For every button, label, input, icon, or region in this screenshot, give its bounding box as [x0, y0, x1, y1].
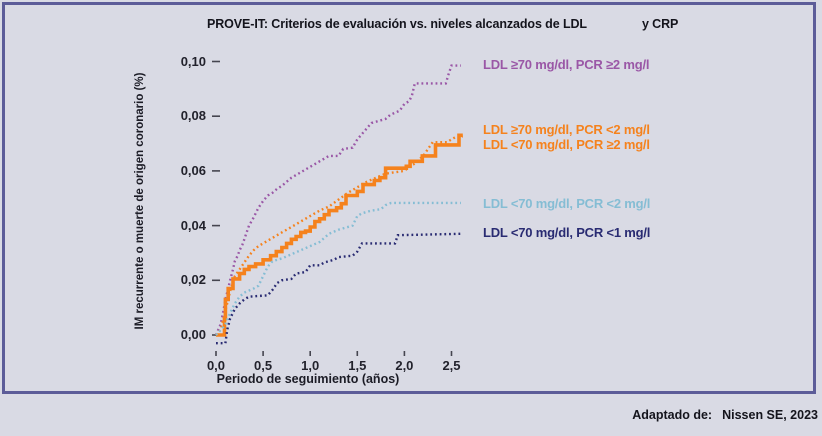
curve-ldl-lt70-pcr-lt1: [216, 232, 461, 345]
curve-ldl-ge70-pcr-ge2: [214, 64, 461, 336]
chart-frame-border: [2, 2, 816, 394]
legend-ldl-ge70-pcr-lt2: LDL ≥70 mg/dl, PCR <2 mg/l: [483, 122, 650, 137]
y-tick-label: 0,08: [180, 108, 206, 124]
curve-ldl-lt70-pcr-ge2: [216, 133, 463, 337]
y-tick-label: 0,00: [180, 327, 206, 342]
chart-title-suffix: y CRP: [641, 17, 679, 31]
x-axis-label: Periodo de seguimiento (años): [216, 372, 400, 386]
curve-ldl-lt70-pcr-lt2: [215, 201, 461, 336]
footer: Adaptado de: Nissen SE, 2023: [632, 408, 818, 422]
footer-label: Adaptado de:: [632, 408, 713, 422]
legend-ldl-ge70-pcr-ge2: LDL ≥70 mg/dl, PCR ≥2 mg/l: [483, 57, 650, 72]
x-tick-label: 2,0: [395, 358, 414, 373]
y-tick-label: 0,02: [180, 272, 206, 288]
chart-title-main: PROVE-IT: Criterios de evaluación vs. ni…: [207, 17, 587, 31]
x-tick-label: 2,5: [442, 358, 461, 373]
y-tick-label: 0,04: [180, 217, 206, 233]
curve-ldl-ge70-pcr-lt2: [215, 135, 463, 336]
x-tick-label: 1,5: [348, 358, 367, 373]
y-tick-label: 0,10: [180, 53, 206, 69]
legend-ldl-lt70-pcr-ge2: LDL <70 mg/dl, PCR ≥2 mg/l: [483, 137, 650, 152]
y-tick-label: 0,06: [180, 162, 206, 178]
legend-ldl-lt70-pcr-lt1: LDL <70 mg/dl, PCR <1 mg/l: [483, 225, 651, 240]
legend-ldl-lt70-pcr-lt2: LDL <70 mg/dl, PCR <2 mg/l: [483, 196, 651, 211]
chart-title: PROVE-IT: Criterios de evaluación vs. ni…: [207, 17, 678, 31]
x-tick-label: 1,0: [301, 358, 320, 373]
footer-source: Nissen SE, 2023: [722, 408, 818, 422]
x-tick-label: 0,0: [206, 358, 226, 373]
x-tick-label: 0,5: [254, 358, 273, 373]
